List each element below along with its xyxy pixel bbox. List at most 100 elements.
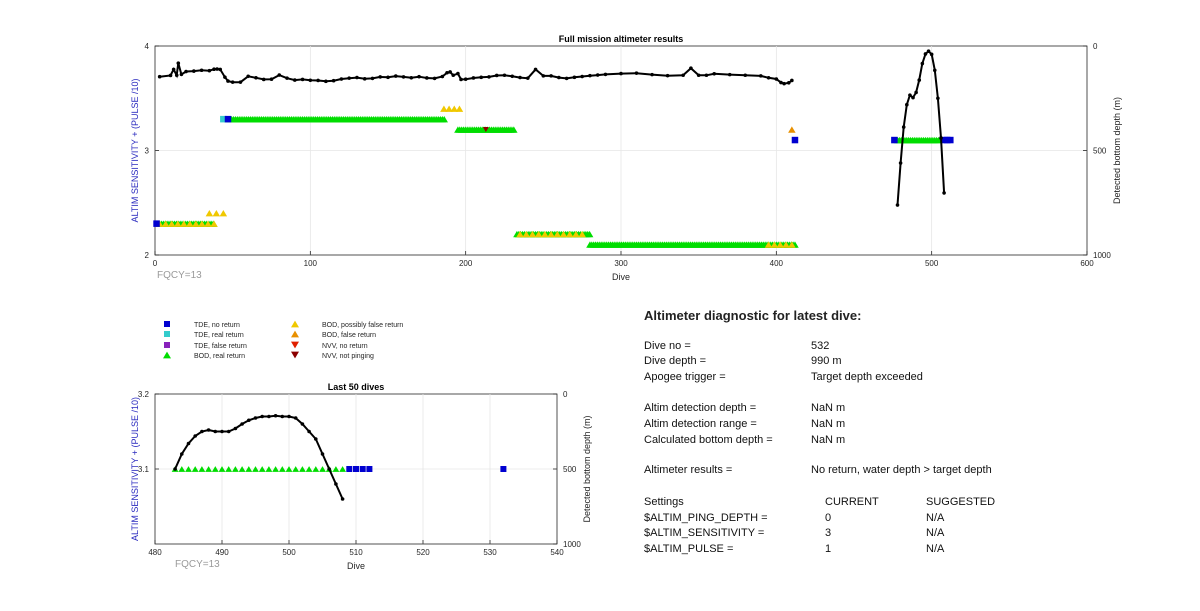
y2-tick-label: 1000 (563, 540, 581, 549)
diagnostic-value: Target depth exceeded (811, 371, 923, 383)
bottom-depth-point (463, 77, 468, 82)
y2-tick-label: 0 (563, 390, 568, 399)
bottom-depth-point (895, 203, 900, 207)
bottom-depth-point (200, 429, 204, 434)
bottom-depth-point (174, 73, 179, 78)
bod-possibly-false-marker (167, 220, 176, 227)
bottom-depth-point (213, 429, 218, 434)
bottom-depth-point (280, 414, 285, 419)
bod-real-marker (585, 230, 594, 238)
bod-possibly-false-marker (210, 220, 218, 227)
bottom-depth-point (479, 75, 484, 80)
bottom-depth-point (226, 79, 230, 83)
bottom-depth-point (370, 76, 375, 81)
bottom-depth-point (926, 49, 931, 54)
bottom-depth-point (634, 71, 639, 75)
bottom-depth-point (207, 68, 212, 73)
x-tick-label: 200 (459, 259, 473, 268)
y-tick-label: 4 (145, 42, 150, 51)
diagnostic-value: NaN m (811, 418, 846, 430)
bottom-depth-point (199, 68, 204, 73)
legend-label: TDE, false return (194, 343, 247, 350)
bottom-depth-line (896, 49, 946, 206)
bottom-depth-point (340, 497, 345, 501)
bod-possibly-false-marker (541, 230, 549, 238)
bottom-depth-point (324, 79, 328, 84)
bottom-depth-point (487, 75, 491, 79)
bottom-depth-point (595, 73, 600, 77)
bod-real-marker (319, 466, 326, 472)
diagnostic-title: Altimeter diagnostic for latest dive: (644, 308, 862, 323)
bottom-depth-point (502, 73, 507, 78)
bottom-depth-point (247, 418, 251, 423)
bottom-depth-point (212, 67, 216, 71)
settings-header: Settings (644, 496, 684, 508)
bottom-depth-point (293, 78, 297, 82)
legend-label: NVV, no return (322, 343, 368, 350)
bod-real-marker (225, 466, 233, 472)
legend-item: BOD, possibly false return (291, 320, 403, 329)
bottom-depth-point (386, 75, 390, 80)
bottom-depth-point (277, 73, 282, 77)
bottom-depth-point (206, 428, 211, 432)
bod-possibly-false-marker (219, 210, 228, 217)
tde-no-return-marker (791, 136, 799, 144)
y-tick-label: 2 (145, 251, 150, 260)
bottom-depth-point (179, 72, 184, 77)
y-tick-label: 3 (145, 147, 150, 156)
bottom-depth-point (184, 69, 188, 74)
legend-item: TDE, no return (164, 321, 240, 329)
bottom-depth-point (619, 71, 623, 76)
bod-real-marker (312, 466, 320, 472)
bottom-depth-point (218, 67, 223, 72)
tde-no-return-marker (346, 466, 353, 472)
setting-name: $ALTIM_SENSITIVITY = (644, 527, 765, 539)
bottom-depth-point (339, 77, 344, 81)
bottom-depth-point (917, 78, 922, 82)
setting-suggested: N/A (926, 543, 945, 555)
legend-item: BOD, real return (163, 351, 245, 360)
bottom-depth-point (782, 81, 786, 86)
bod-real-marker (272, 466, 279, 472)
bod-real-marker (198, 466, 206, 472)
x-tick-label: 520 (416, 548, 430, 557)
bod-possibly-false-marker (572, 230, 580, 238)
bod-possibly-false-marker (186, 220, 194, 227)
bod-possibly-false-marker (534, 230, 543, 238)
settings-header: SUGGESTED (926, 496, 996, 508)
bod-possibly-false-marker (212, 210, 221, 217)
diagnostic-value: NaN m (811, 402, 846, 414)
legend-marker (164, 342, 170, 348)
setting-current: 3 (825, 527, 832, 539)
y-tick-label: 3.1 (138, 465, 150, 474)
bod-possibly-false-marker (174, 220, 182, 227)
setting-suggested: N/A (926, 527, 945, 539)
bottom-depth-point (914, 90, 918, 95)
bottom-depth-point (180, 452, 184, 456)
bod-possibly-false-marker (782, 241, 790, 248)
bottom-depth-point (267, 414, 271, 419)
bottom-depth-point (445, 70, 449, 75)
x-tick-label: 530 (483, 548, 497, 557)
bod-possibly-false-marker (161, 220, 170, 227)
legend-marker (291, 330, 299, 338)
bottom-depth-point (273, 413, 278, 418)
setting-current: 1 (825, 543, 832, 555)
bod-possibly-false-marker (553, 230, 562, 238)
bottom-depth-point (334, 482, 338, 486)
bottom-depth-point (908, 93, 912, 97)
bottom-depth-point (432, 76, 437, 81)
bottom-depth-point (932, 68, 937, 73)
bottom-depth-point (681, 73, 685, 78)
diagnostic-label: Dive no = (644, 340, 691, 352)
bod-possibly-false-marker (180, 220, 188, 227)
bottom-depth-point (362, 77, 367, 81)
bod-real-marker (191, 466, 199, 472)
bottom-depth-point (510, 74, 515, 79)
bod-real-marker (292, 466, 300, 472)
diagnostic-label: Dive depth = (644, 355, 707, 367)
bottom-depth-point (171, 67, 176, 72)
bottom-depth-point (572, 75, 577, 80)
y2-tick-label: 1000 (1093, 251, 1111, 260)
